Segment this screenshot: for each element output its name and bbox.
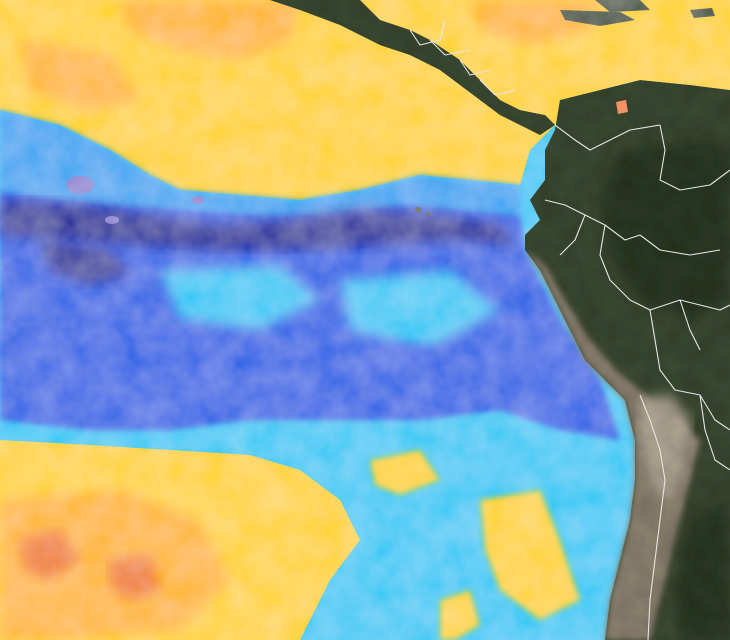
north-warm-patch bbox=[120, 0, 300, 60]
border-line bbox=[659, 124, 730, 191]
south-hot-spot-2 bbox=[110, 555, 160, 600]
border-line bbox=[554, 124, 661, 151]
venezuela-lake-spot bbox=[616, 100, 628, 114]
anomaly-spot-1 bbox=[66, 176, 94, 194]
mid-cool-patch-2 bbox=[340, 270, 500, 350]
caribbean-island-3 bbox=[595, 0, 650, 12]
southeast-warm-patch-1 bbox=[480, 490, 580, 620]
border-line bbox=[409, 19, 446, 46]
anomaly-spot-3 bbox=[192, 196, 204, 204]
caribbean-island-4 bbox=[690, 8, 715, 18]
deep-cold-core bbox=[0, 200, 515, 250]
border-line bbox=[639, 394, 666, 640]
border-line bbox=[559, 214, 586, 256]
country-border-lines bbox=[409, 19, 730, 640]
mid-cool-patch-1 bbox=[160, 265, 320, 330]
border-line bbox=[459, 59, 491, 76]
border-line bbox=[649, 309, 730, 431]
south-hot-spot-1 bbox=[20, 530, 80, 580]
border-line bbox=[429, 39, 471, 56]
caribbean-warm-sea bbox=[440, 0, 730, 115]
southeast-warm-patch-3 bbox=[440, 590, 480, 640]
southeast-warm-patch-2 bbox=[370, 450, 440, 495]
land-south-america bbox=[525, 80, 730, 640]
andes-highlands bbox=[640, 395, 690, 500]
coastal-desert-strip bbox=[525, 250, 700, 640]
deep-cold-swirl bbox=[40, 240, 130, 285]
border-line bbox=[599, 224, 730, 311]
north-warm-patch-2 bbox=[20, 40, 140, 110]
chile-coast-forest bbox=[675, 500, 730, 640]
amazon-dark-forest bbox=[600, 140, 730, 320]
caribbean-island-2 bbox=[560, 10, 635, 26]
border-line bbox=[479, 79, 516, 96]
mid-cold-band bbox=[0, 320, 600, 405]
north-cool-transition bbox=[0, 110, 520, 215]
island-marker bbox=[426, 212, 430, 216]
anomaly-spot-2 bbox=[105, 216, 119, 224]
border-line bbox=[639, 234, 721, 256]
border-line bbox=[544, 199, 641, 241]
central-america-landmass bbox=[270, 0, 555, 135]
border-line bbox=[699, 394, 730, 471]
island-marker bbox=[415, 207, 421, 213]
border-line bbox=[679, 299, 701, 351]
